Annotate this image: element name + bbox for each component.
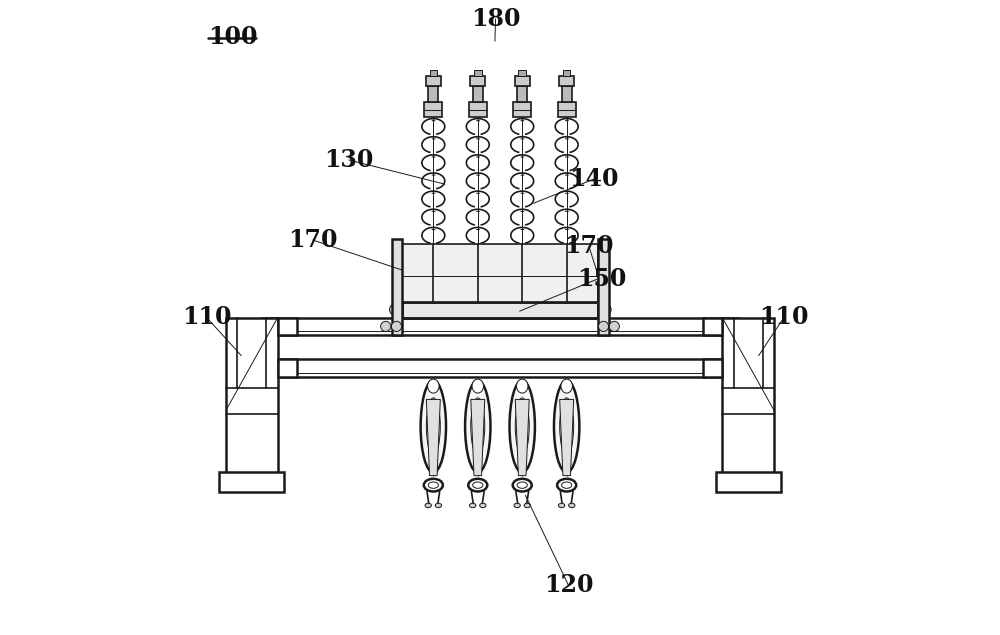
Ellipse shape xyxy=(472,379,483,393)
Ellipse shape xyxy=(569,504,575,508)
Bar xyxy=(513,102,531,117)
Text: 130: 130 xyxy=(324,148,374,172)
Bar xyxy=(402,302,598,318)
Bar xyxy=(430,70,437,76)
Ellipse shape xyxy=(561,379,572,393)
Bar xyxy=(515,76,530,86)
Text: 170: 170 xyxy=(288,228,337,252)
Bar xyxy=(518,70,526,76)
Text: 150: 150 xyxy=(577,267,627,291)
Ellipse shape xyxy=(510,380,535,472)
Bar xyxy=(562,86,572,102)
Bar xyxy=(402,244,598,302)
Bar xyxy=(716,472,781,492)
Bar xyxy=(262,318,738,335)
Bar xyxy=(563,70,570,76)
Bar xyxy=(474,70,482,76)
Text: 110: 110 xyxy=(759,305,809,330)
Ellipse shape xyxy=(435,504,442,508)
Ellipse shape xyxy=(609,321,619,331)
Text: 180: 180 xyxy=(471,7,520,31)
Polygon shape xyxy=(515,399,529,476)
Bar xyxy=(392,239,402,335)
Text: 170: 170 xyxy=(564,234,614,258)
Bar xyxy=(278,359,297,377)
Ellipse shape xyxy=(554,380,579,472)
Ellipse shape xyxy=(480,504,486,508)
Bar xyxy=(470,76,485,86)
Ellipse shape xyxy=(465,380,490,472)
Ellipse shape xyxy=(425,504,431,508)
Ellipse shape xyxy=(558,504,565,508)
Text: 140: 140 xyxy=(569,167,619,191)
Bar xyxy=(473,86,483,102)
Bar xyxy=(219,472,284,492)
Bar xyxy=(559,76,574,86)
Text: 100: 100 xyxy=(208,25,257,50)
Polygon shape xyxy=(471,399,485,476)
Bar xyxy=(402,302,598,318)
Text: 120: 120 xyxy=(544,573,593,598)
Bar xyxy=(517,86,527,102)
Ellipse shape xyxy=(428,379,439,393)
Bar xyxy=(426,76,441,86)
Ellipse shape xyxy=(600,304,611,315)
Bar xyxy=(558,102,576,117)
Bar xyxy=(469,102,487,117)
Bar xyxy=(424,102,442,117)
Polygon shape xyxy=(560,399,574,476)
Ellipse shape xyxy=(470,504,476,508)
Bar xyxy=(598,239,609,335)
Ellipse shape xyxy=(381,321,391,331)
Bar xyxy=(703,318,722,335)
Bar xyxy=(428,86,438,102)
Ellipse shape xyxy=(517,379,528,393)
Bar xyxy=(262,359,738,377)
Polygon shape xyxy=(426,399,440,476)
Ellipse shape xyxy=(390,304,401,315)
Ellipse shape xyxy=(421,380,446,472)
Bar xyxy=(703,359,722,377)
Ellipse shape xyxy=(391,321,402,331)
Bar xyxy=(278,318,297,335)
Ellipse shape xyxy=(524,504,530,508)
Text: 110: 110 xyxy=(182,305,231,330)
Ellipse shape xyxy=(598,321,609,331)
Bar xyxy=(722,318,774,473)
Bar xyxy=(226,318,278,473)
Ellipse shape xyxy=(514,504,520,508)
